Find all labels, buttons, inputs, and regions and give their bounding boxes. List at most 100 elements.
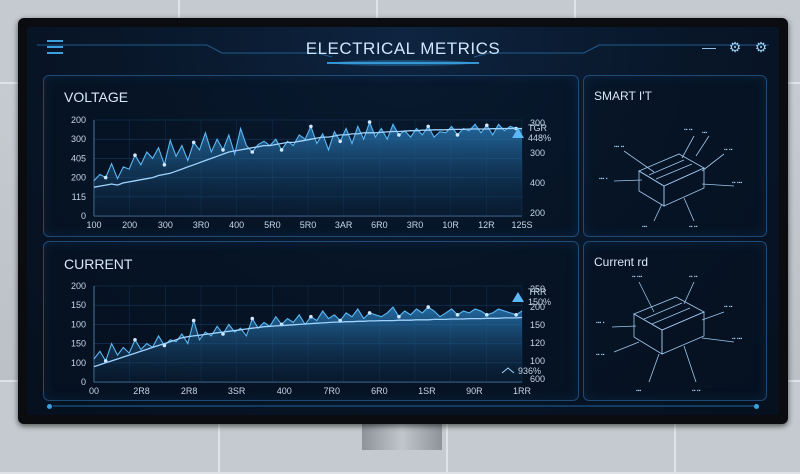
legend-marker <box>501 367 515 374</box>
data-point <box>162 163 167 167</box>
x-tick-label: 7R0 <box>324 386 341 396</box>
x-tick-label: 90R <box>466 386 483 396</box>
x-tick-label: 5R0 <box>264 220 281 230</box>
y-tick-label: 200 <box>530 302 545 312</box>
data-point <box>485 313 489 317</box>
y-tick-label: 115 <box>72 192 86 202</box>
svg-text:▪▪▪ ▪: ▪▪▪ ▪ <box>599 176 608 182</box>
x-tick-label: 125S <box>511 220 532 230</box>
y-tick-label: 600 <box>530 374 545 384</box>
data-point <box>221 332 225 336</box>
x-tick-label: 400 <box>229 220 244 230</box>
top-bar: ELECTRICAL METRICS — ⚙ ⚙ <box>27 27 779 69</box>
data-point <box>397 133 401 137</box>
data-point <box>309 124 313 129</box>
voltage-chart: 200 300 405 200 115 0 300 300 400 200 100 200 300 3R0… <box>71 115 551 230</box>
y-tick-label: 200 <box>530 208 545 218</box>
x-tick-label: 200 <box>122 220 137 230</box>
data-point <box>103 359 108 363</box>
svg-text:▪▪▪: ▪▪▪ <box>642 224 648 230</box>
current-panel: CURRENT 200 150 100 150 100 0 250 200 150 120 100 6… <box>43 241 579 401</box>
legend-triangle <box>512 128 524 138</box>
y-tick-label: 150 <box>71 300 86 310</box>
data-point <box>279 148 284 152</box>
smart-panel-title: SMART I'T <box>594 89 652 103</box>
series-line <box>93 316 523 368</box>
status-dot <box>47 404 52 409</box>
data-point <box>250 316 255 321</box>
y-tick-label: 250 <box>530 284 545 294</box>
legend-label: TRR <box>528 287 547 297</box>
hamburger-menu-icon[interactable] <box>47 40 63 54</box>
data-point <box>367 311 372 315</box>
data-point <box>191 140 196 145</box>
x-tick-label: 100 <box>86 220 101 230</box>
svg-text:▪▪ ▪▪: ▪▪ ▪▪ <box>689 274 698 280</box>
series-area <box>94 307 522 382</box>
x-tick-label: 3AR <box>335 220 353 230</box>
data-point <box>485 123 489 128</box>
x-tick-label: 3R0 <box>193 220 210 230</box>
y-tick-label: 200 <box>71 281 86 291</box>
data-point <box>426 124 431 129</box>
y-tick-label: 100 <box>530 356 545 366</box>
bottom-bar <box>53 405 759 407</box>
series-line <box>93 120 522 182</box>
y-tick-label: 300 <box>530 148 545 158</box>
y-tick-label: 400 <box>530 178 545 188</box>
gear-icon[interactable]: ⚙ <box>728 39 742 55</box>
svg-text:▪▪ ▪▪: ▪▪ ▪▪ <box>724 304 733 310</box>
data-point <box>426 305 431 309</box>
svg-text:▪▪ ▪▪▪: ▪▪ ▪▪▪ <box>632 274 642 280</box>
x-tick-label: 2R8 <box>181 386 198 396</box>
data-point <box>250 150 255 154</box>
data-point <box>221 148 225 152</box>
device-diagram-bottom: ▪▪ ▪▪▪ ▪▪ ▪▪ ▪▪ ▪▪▪▪▪ ▪ ▪▪ ▪▪▪▪▪ ▪▪ ▪▪▪ ▪▪… <box>596 274 742 394</box>
smart-panel: SMART I'T ▪▪▪ ▪▪ ▪▪ ▪▪ ▪▪▪ ▪▪ ▪▪ ▪▪▪ ▪ ▪▪ ▪… <box>583 75 767 237</box>
data-point <box>397 314 401 319</box>
data-point <box>103 175 108 180</box>
y-tick-label: 0 <box>81 211 86 221</box>
data-point <box>309 314 313 319</box>
x-tick-label: 12R <box>478 220 495 230</box>
minus-icon[interactable]: — <box>702 39 716 55</box>
data-point <box>338 139 343 144</box>
y-tick-label: 100 <box>71 319 86 329</box>
y-tick-label: 200 <box>71 173 86 183</box>
voltage-panel: VOLTAGE 200 300 405 200 115 0 300 300 400 200 100 2… <box>43 75 579 237</box>
legend-label: TGR <box>528 123 547 133</box>
svg-text:▪▪ ▪▪: ▪▪ ▪▪ <box>724 147 733 153</box>
svg-text:▪▪▪: ▪▪▪ <box>702 130 708 136</box>
svg-text:▪▪ ▪▪▪: ▪▪ ▪▪▪ <box>732 180 742 186</box>
series-line <box>93 127 522 188</box>
legend-value: 150% <box>528 297 551 307</box>
current-chart: 200 150 100 150 100 0 250 200 150 120 100 600 00 2R8 2… <box>71 281 551 396</box>
y-tick-label: 150 <box>530 320 545 330</box>
x-tick-label: 6R0 <box>371 220 388 230</box>
current-side-panel: Current rd ▪▪ ▪▪▪ ▪▪ ▪▪ ▪▪ ▪▪ ▪▪▪ ▪ ▪▪ ▪▪▪… <box>583 241 767 401</box>
x-tick-label: 6R0 <box>371 386 388 396</box>
device-diagram-top: ▪▪▪ ▪▪▪▪ ▪▪ ▪▪▪▪▪ ▪▪ ▪▪▪ ▪▪▪ ▪▪▪ ▪▪▪ ▪▪ ▪… <box>599 127 742 230</box>
x-tick-label: 3R0 <box>407 220 424 230</box>
status-dot <box>754 404 759 409</box>
x-tick-label: 00 <box>89 386 99 396</box>
monitor: ELECTRICAL METRICS — ⚙ ⚙ VOLTAGE 200 300 4… <box>18 18 788 424</box>
y-tick-label: 405 <box>71 153 86 163</box>
gear-icon[interactable]: ⚙ <box>754 39 768 55</box>
x-tick-label: 300 <box>158 220 173 230</box>
current-side-panel-title: Current rd <box>594 255 649 269</box>
svg-text:▪▪ ▪▪: ▪▪ ▪▪ <box>689 224 698 230</box>
x-tick-label: 1RR <box>513 386 532 396</box>
svg-text:▪▪ ▪▪: ▪▪ ▪▪ <box>684 127 693 133</box>
x-tick-label: 10R <box>442 220 459 230</box>
data-point <box>133 338 137 342</box>
page-title: ELECTRICAL METRICS <box>305 39 501 58</box>
svg-text:▪▪▪ ▪: ▪▪▪ ▪ <box>596 320 605 326</box>
data-point <box>162 343 167 348</box>
y-tick-label: 0 <box>81 377 86 387</box>
data-point <box>133 153 137 157</box>
svg-text:▪▪ ▪▪▪: ▪▪ ▪▪▪ <box>732 336 742 342</box>
x-tick-label: 400 <box>277 386 292 396</box>
y-tick-label: 200 <box>71 115 86 125</box>
x-tick-label: 5R0 <box>300 220 317 230</box>
